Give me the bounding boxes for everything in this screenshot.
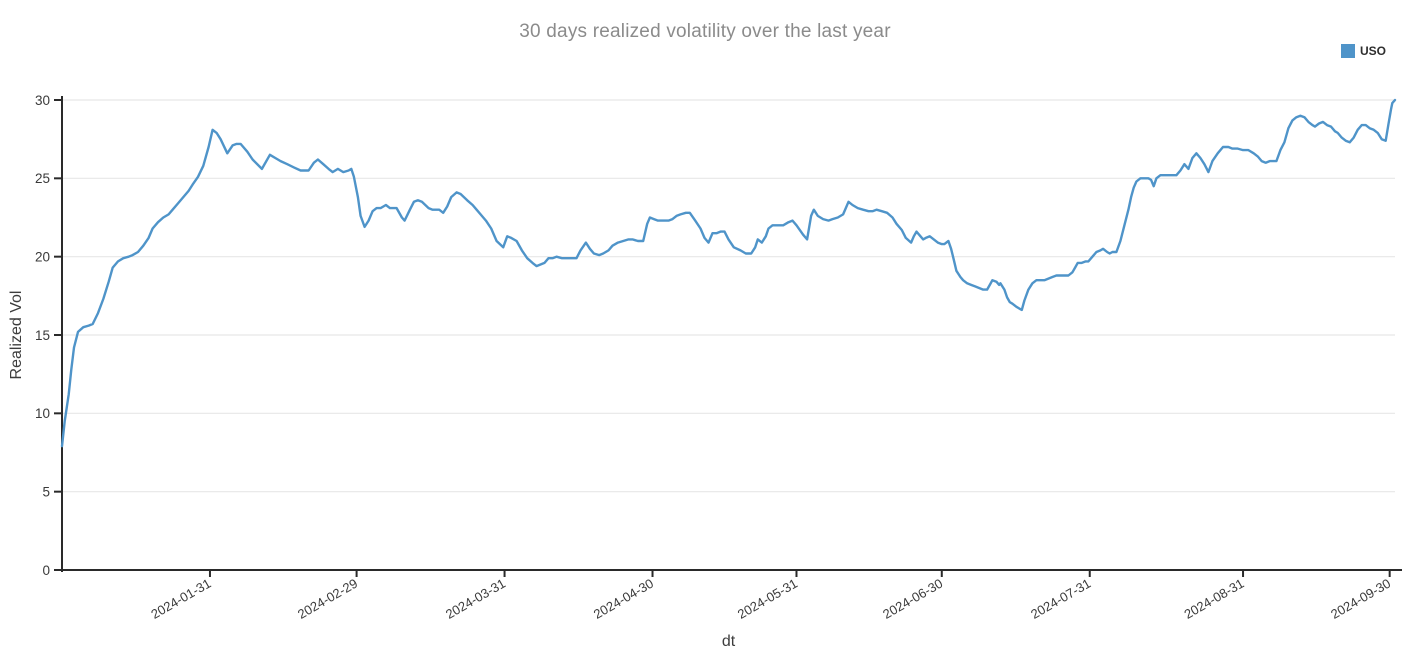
x-tick-label: 2024-08-31 [1181,576,1246,622]
x-tick-label: 2024-07-31 [1028,576,1093,622]
y-tick-label: 25 [35,171,50,186]
legend[interactable]: USO [1340,44,1386,58]
x-tick-label: 2024-09-30 [1328,576,1393,622]
y-tick-label: 30 [35,93,50,108]
volatility-line [60,98,1397,448]
y-tick-label: 0 [42,563,50,578]
y-axis-title: Realized Vol [8,290,25,380]
x-tick-label: 2024-03-31 [443,576,508,622]
y-tick-label: 15 [35,328,50,343]
x-axis-title: dt [721,633,736,650]
x-tick-label: 2024-04-30 [591,576,656,622]
y-tick-label: 20 [35,249,50,264]
y-tick-label: 5 [42,484,50,499]
x-tick-label: 2024-06-30 [880,576,945,622]
chart-title: 30 days realized volatility over the las… [519,21,891,42]
x-tick-label: 2024-02-29 [295,576,360,622]
legend-label-uso: USO [1359,44,1386,58]
y-tick-label: 10 [35,406,50,421]
x-tick-label: 2024-05-31 [735,576,800,622]
x-tick-label: 2024-01-31 [148,576,213,622]
legend-swatch-uso [1340,44,1355,58]
